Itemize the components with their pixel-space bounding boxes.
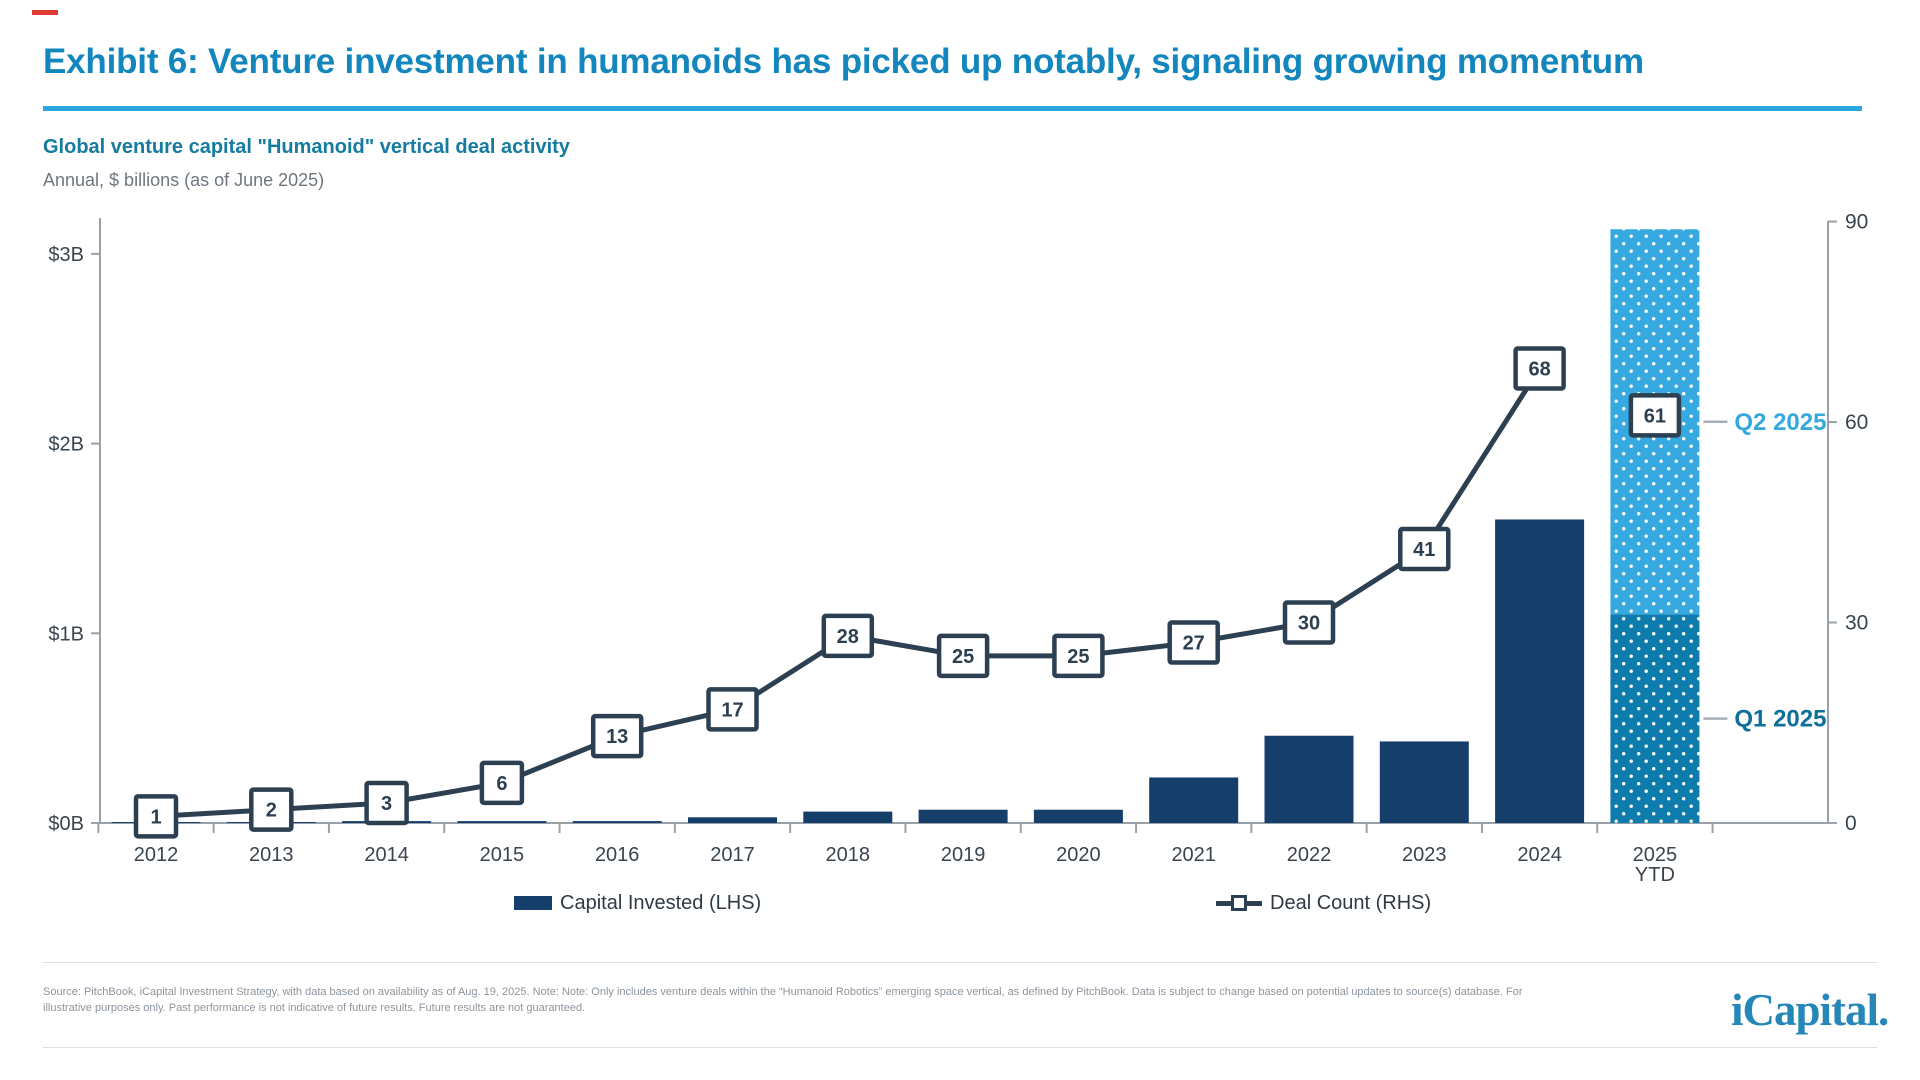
svg-text:2023: 2023: [1402, 844, 1447, 866]
svg-text:2024: 2024: [1517, 844, 1562, 866]
svg-text:30: 30: [1845, 612, 1868, 635]
svg-text:$0B: $0B: [48, 813, 84, 835]
svg-text:25: 25: [952, 646, 974, 668]
svg-text:2012: 2012: [134, 844, 179, 866]
svg-text:17: 17: [721, 699, 743, 721]
legend-item-deal-count: Deal Count (RHS): [1216, 892, 1431, 914]
svg-text:68: 68: [1528, 359, 1550, 381]
bar-swatch-icon: [514, 896, 552, 910]
legend-label-capital: Capital Invested (LHS): [560, 891, 762, 914]
svg-text:2: 2: [266, 800, 277, 822]
source-note: Source: PitchBook, iCapital Investment S…: [43, 984, 1743, 1016]
svg-text:2021: 2021: [1171, 844, 1216, 866]
svg-text:2022: 2022: [1287, 844, 1332, 866]
chart-canvas: $0B $1B $2B $3B 0 30 60 90 2012 2013 2014 2015 2016 2…: [48, 211, 1868, 886]
svg-text:Q2 2025: Q2 2025: [1734, 409, 1826, 436]
svg-text:2020: 2020: [1056, 844, 1101, 866]
svg-text:2014: 2014: [364, 844, 409, 866]
source-note-line-2: illustrative purposes only. Past perform…: [43, 1002, 586, 1014]
svg-text:2016: 2016: [595, 844, 640, 866]
svg-text:3: 3: [381, 793, 392, 815]
svg-text:13: 13: [606, 726, 628, 748]
svg-text:60: 60: [1845, 411, 1868, 434]
svg-text:YTD: YTD: [1635, 864, 1675, 886]
svg-text:$2B: $2B: [48, 434, 84, 456]
svg-text:2019: 2019: [941, 844, 986, 866]
svg-text:90: 90: [1845, 211, 1868, 234]
page-title: Exhibit 6: Venture investment in humanoi…: [43, 42, 1644, 81]
accent-dash: [32, 10, 58, 15]
svg-text:25: 25: [1067, 646, 1089, 668]
svg-text:1: 1: [150, 806, 161, 828]
svg-text:27: 27: [1183, 633, 1205, 655]
svg-text:61: 61: [1644, 405, 1666, 427]
chart-caption: Annual, $ billions (as of June 2025): [43, 170, 325, 190]
svg-text:30: 30: [1298, 613, 1320, 635]
svg-text:$1B: $1B: [48, 623, 84, 645]
svg-text:2018: 2018: [826, 844, 871, 866]
svg-text:28: 28: [837, 626, 859, 648]
footer-divider: [43, 962, 1877, 963]
svg-text:41: 41: [1413, 539, 1435, 561]
line-marker-swatch-icon: [1216, 895, 1262, 911]
svg-text:2025: 2025: [1633, 844, 1678, 866]
icapital-logo: iCapital.: [1731, 985, 1889, 1035]
svg-text:Q1 2025: Q1 2025: [1734, 706, 1826, 733]
svg-text:2015: 2015: [480, 844, 525, 866]
legend-item-capital-invested: Capital Invested (LHS): [514, 892, 761, 914]
bottom-divider: [43, 1047, 1877, 1048]
legend-label-deals: Deal Count (RHS): [1270, 891, 1432, 914]
chart-subtitle: Global venture capital "Humanoid" vertic…: [43, 136, 570, 158]
source-note-line-1: Source: PitchBook, iCapital Investment S…: [43, 986, 1523, 998]
svg-text:$3B: $3B: [48, 244, 84, 266]
svg-text:6: 6: [496, 773, 507, 795]
svg-text:2013: 2013: [249, 844, 294, 866]
svg-text:2017: 2017: [710, 844, 755, 866]
svg-text:0: 0: [1845, 812, 1857, 835]
title-underline-rule: [43, 106, 1862, 111]
